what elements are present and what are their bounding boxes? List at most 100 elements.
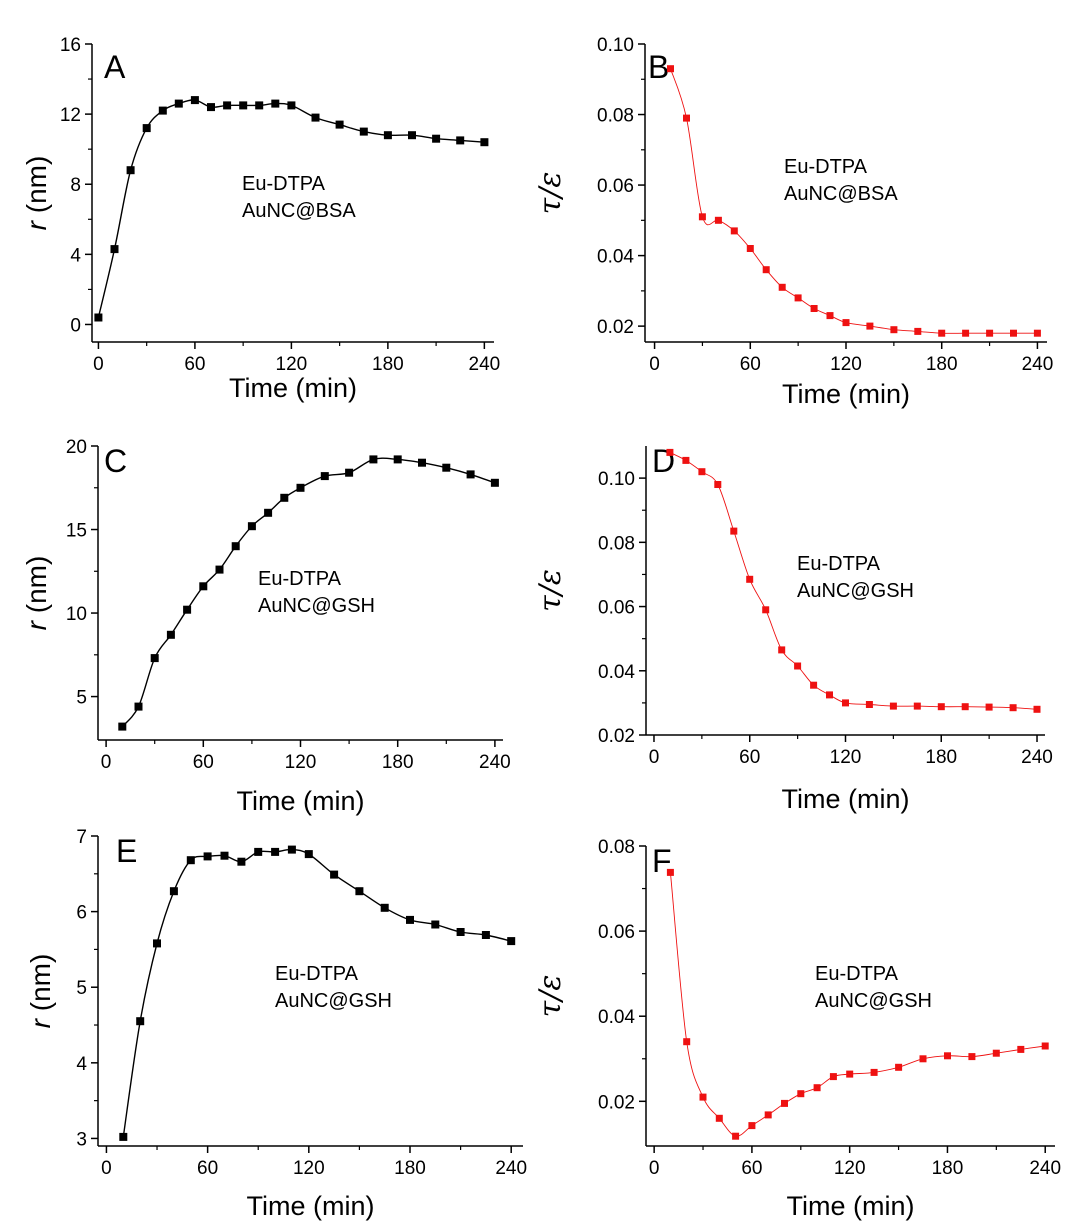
x-tick-label: 240	[1022, 354, 1054, 375]
data-point	[237, 857, 246, 866]
data-point	[271, 847, 280, 856]
data-point	[842, 699, 849, 707]
x-tick-label: 180	[382, 752, 414, 773]
y-tick-label: 0.08	[598, 533, 635, 554]
data-point	[698, 213, 706, 221]
x-tick-label: 240	[495, 1158, 527, 1179]
x-tick-label: 0	[101, 1158, 112, 1179]
data-point	[1033, 329, 1041, 337]
data-point	[271, 99, 280, 108]
data-point	[810, 305, 818, 312]
data-point	[406, 915, 414, 924]
y-tick-label: 0.08	[598, 837, 635, 858]
data-point	[986, 329, 994, 337]
y-tick-label: 0.02	[597, 317, 634, 338]
data-point	[797, 1090, 805, 1098]
data-point	[142, 124, 151, 133]
x-tick-label: 120	[830, 747, 862, 768]
y-tick-label: 4	[76, 1054, 87, 1075]
x-axis-title: Time (min)	[247, 1191, 375, 1221]
data-point	[962, 329, 970, 337]
data-point	[254, 847, 263, 856]
data-point	[158, 106, 167, 115]
x-tick-label: 60	[197, 1158, 218, 1179]
data-point	[174, 99, 183, 108]
x-tick-label: 0	[93, 354, 104, 375]
data-point	[183, 605, 192, 614]
data-point	[223, 101, 232, 110]
x-tick-label: 120	[276, 354, 308, 375]
x-tick-label: 180	[372, 354, 404, 375]
data-point	[231, 542, 240, 551]
panel-f: 0 60 120 180 240 0.02 0.04 0.06 0.08 Time (min) τ/…	[533, 837, 1061, 1221]
y-tick-label: 0.06	[598, 922, 635, 943]
y-tick-label: 0.06	[597, 176, 634, 197]
data-point	[190, 96, 199, 105]
y-tick-label: 5	[76, 688, 87, 709]
data-point	[870, 1068, 878, 1076]
data-point	[393, 455, 402, 464]
data-point	[432, 134, 441, 143]
y-tick-label: 0.10	[597, 35, 634, 56]
data-point	[345, 468, 354, 477]
data-point	[890, 326, 898, 334]
data-point	[203, 852, 212, 861]
data-point	[985, 703, 993, 711]
y-tick-label: 4	[70, 245, 81, 266]
x-tick-label: 180	[394, 1158, 426, 1179]
y-axis-title: r (nm)	[21, 156, 52, 231]
x-tick-label: 0	[649, 354, 660, 375]
x-axis-title: Time (min)	[237, 786, 365, 816]
x-tick-label: 240	[469, 354, 501, 375]
y-tick-label: 10	[66, 604, 87, 625]
y-axis-unit: (nm)	[25, 954, 56, 1019]
x-axis-title: Time (min)	[787, 1191, 915, 1221]
x-tick-label: 120	[830, 354, 862, 375]
x-axis-title: Time (min)	[782, 784, 910, 814]
data-point	[330, 870, 339, 879]
data-point	[826, 312, 834, 320]
y-axis-title: τ/ε	[533, 975, 568, 1018]
annotation-line: AuNC@GSH	[275, 990, 392, 1012]
x-axis-title: Time (min)	[229, 373, 357, 403]
data-point	[914, 327, 922, 335]
x-tick-label: 180	[932, 1158, 964, 1179]
data-point	[889, 702, 897, 710]
panel-letter: F	[652, 843, 672, 879]
data-point	[480, 138, 489, 147]
y-axis-symbol: r	[21, 219, 52, 230]
panel-letter: D	[652, 443, 675, 479]
data-point	[865, 701, 873, 708]
data-point	[442, 463, 451, 472]
y-axis-symbol: r	[25, 1017, 56, 1028]
annotation-line: Eu-DTPA	[815, 963, 899, 985]
panel-letter: B	[648, 49, 669, 85]
x-tick-label: 0	[649, 1158, 660, 1179]
annotation-line: Eu-DTPA	[258, 568, 342, 590]
x-tick-label: 60	[739, 747, 760, 768]
x-tick-label: 60	[184, 354, 205, 375]
data-point	[715, 1114, 723, 1122]
x-tick-label: 240	[1021, 747, 1053, 768]
data-point	[762, 606, 770, 614]
data-point	[794, 294, 802, 302]
data-point	[456, 136, 465, 145]
x-tick-label: 240	[479, 752, 511, 773]
data-point	[456, 928, 465, 936]
data-point	[842, 319, 850, 327]
x-tick-label: 180	[925, 747, 957, 768]
annotation-line: Eu-DTPA	[275, 963, 359, 985]
data-point	[794, 662, 802, 670]
data-point	[714, 216, 722, 224]
data-point	[846, 1070, 854, 1078]
data-point	[418, 458, 426, 467]
data-point	[118, 722, 127, 731]
y-tick-label: 20	[66, 437, 87, 458]
data-point	[264, 508, 273, 517]
data-point	[781, 1099, 788, 1107]
x-tick-label: 0	[649, 747, 660, 768]
data-point	[764, 1111, 772, 1119]
x-tick-label: 180	[926, 354, 958, 375]
data-point	[1009, 704, 1017, 712]
data-point	[466, 470, 475, 479]
